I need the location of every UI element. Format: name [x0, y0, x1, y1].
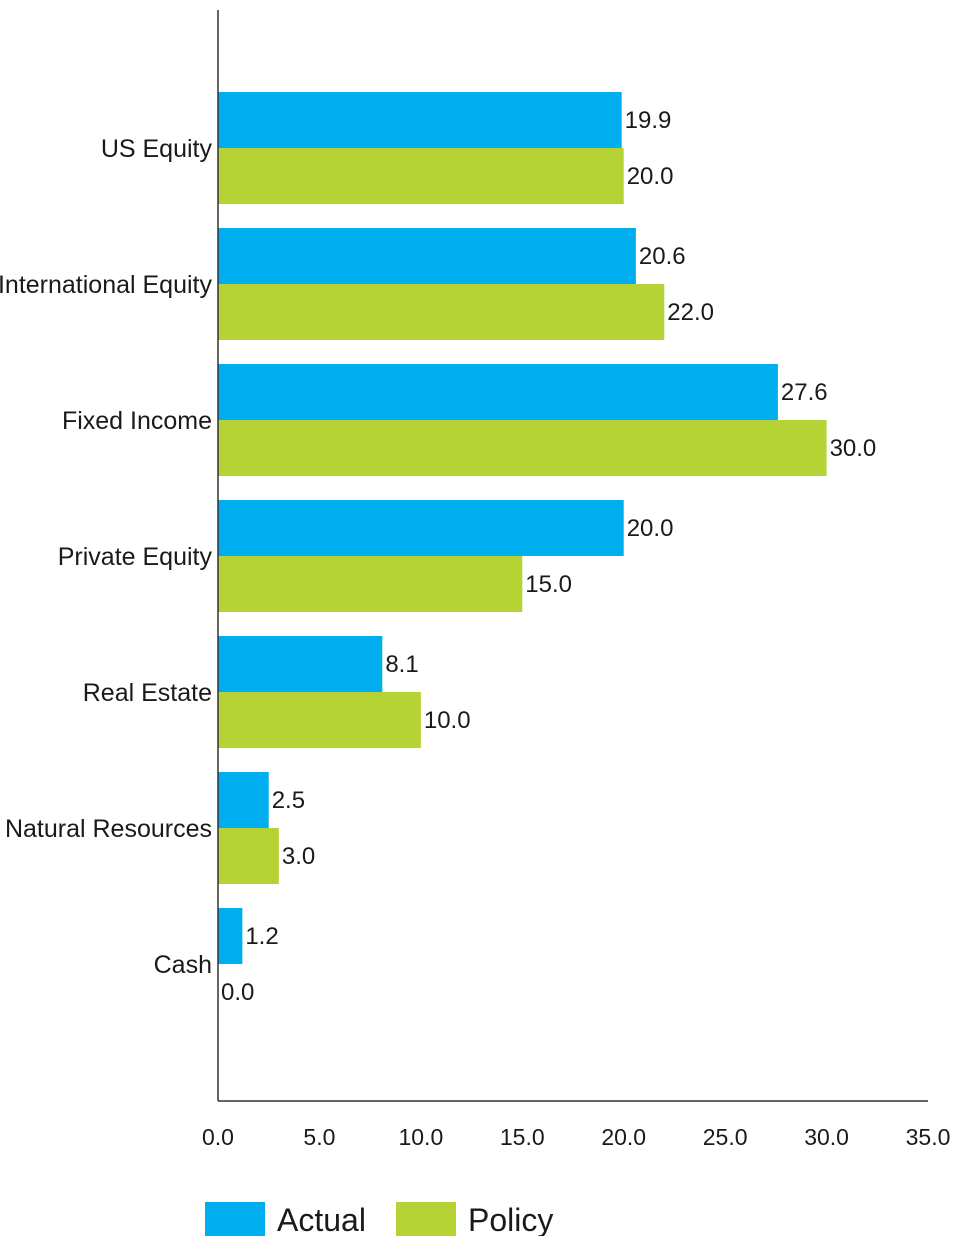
category-label-real-estate: Real Estate: [83, 679, 212, 707]
data-labels-group: 19.9 20.0 20.6 22.0 27.6 30.0 20.0 15.0 8.1 10.0 2…: [221, 107, 876, 1006]
category-label-cash: Cash: [154, 951, 212, 979]
bar-natural-resources-actual: [218, 772, 269, 828]
bar-real-estate-actual: [218, 636, 383, 692]
data-label-us-equity-policy: 20.0: [627, 163, 674, 190]
data-label-fixed-income-policy: 30.0: [830, 435, 877, 462]
legend-swatch-policy: [396, 1202, 456, 1236]
bar-natural-resources-policy: [218, 828, 279, 884]
category-label-private-equity: Private Equity: [58, 543, 213, 571]
bar-international-equity-actual: [218, 228, 636, 284]
x-tick-label: 15.0: [500, 1124, 545, 1150]
legend-label-actual: Actual: [277, 1202, 366, 1236]
category-label-us-equity: US Equity: [101, 135, 213, 163]
x-tick-label: 35.0: [906, 1124, 951, 1150]
data-label-real-estate-actual: 8.1: [385, 651, 418, 678]
data-label-international-equity-actual: 20.6: [639, 243, 686, 270]
bar-cash-actual: [218, 908, 243, 964]
category-label-fixed-income: Fixed Income: [62, 407, 212, 435]
data-label-real-estate-policy: 10.0: [424, 707, 471, 734]
legend-label-policy: Policy: [468, 1202, 553, 1236]
bar-fixed-income-actual: [218, 364, 778, 420]
data-label-cash-actual: 1.2: [245, 923, 278, 950]
x-tick-label: 20.0: [601, 1124, 646, 1150]
data-label-private-equity-policy: 15.0: [525, 571, 572, 598]
bar-us-equity-actual: [218, 92, 622, 148]
bars-group: [218, 92, 827, 964]
category-label-natural-resources: Natural Resources: [5, 815, 212, 843]
x-tick-labels-group: 0.0 5.0 10.0 15.0 20.0 25.0 30.0 35.0: [202, 1124, 950, 1150]
data-label-natural-resources-actual: 2.5: [272, 787, 305, 814]
x-tick-label: 5.0: [303, 1124, 335, 1150]
data-label-natural-resources-policy: 3.0: [282, 843, 315, 870]
x-tick-label: 30.0: [804, 1124, 849, 1150]
data-label-fixed-income-actual: 27.6: [781, 379, 828, 406]
data-label-cash-policy: 0.0: [221, 979, 254, 1006]
x-tick-label: 10.0: [398, 1124, 443, 1150]
bar-real-estate-policy: [218, 692, 421, 748]
category-labels-group: US Equity International Equity Fixed Incom…: [0, 135, 212, 979]
data-label-us-equity-actual: 19.9: [625, 107, 672, 134]
data-label-international-equity-policy: 22.0: [667, 299, 714, 326]
bar-private-equity-policy: [218, 556, 523, 612]
x-tick-label: 0.0: [202, 1124, 234, 1150]
bar-us-equity-policy: [218, 148, 624, 204]
axes-group: [217, 10, 928, 1102]
bar-private-equity-actual: [218, 500, 624, 556]
legend: Actual Policy: [205, 1202, 553, 1236]
bar-international-equity-policy: [218, 284, 665, 340]
data-label-private-equity-actual: 20.0: [627, 515, 674, 542]
legend-swatch-actual: [205, 1202, 265, 1236]
bar-fixed-income-policy: [218, 420, 827, 476]
x-tick-label: 25.0: [703, 1124, 748, 1150]
category-label-international-equity: International Equity: [0, 271, 212, 299]
